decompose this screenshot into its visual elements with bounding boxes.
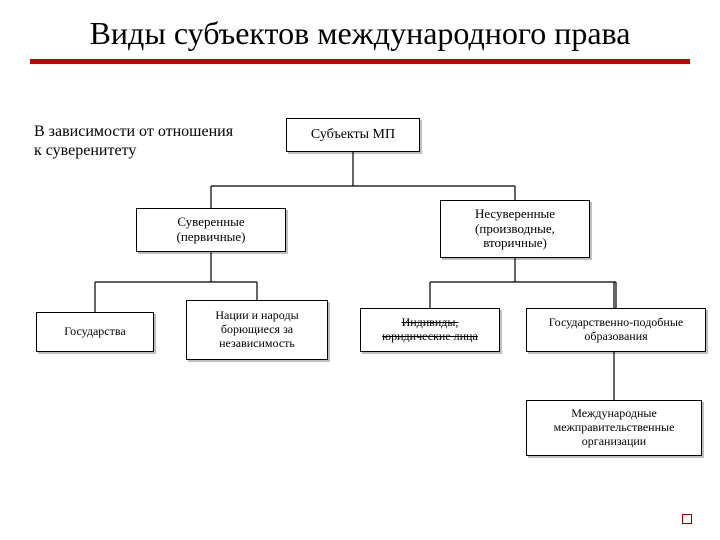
node-root: Субъекты МП — [286, 118, 420, 152]
connector-layer — [0, 0, 720, 540]
node-sovereign: Суверенные (первичные) — [136, 208, 286, 252]
node-individuals: Индивиды, юридические лица — [360, 308, 500, 352]
node-igo: Международные межправительственные орган… — [526, 400, 702, 456]
node-label: Несуверенные (производные, вторичные) — [447, 207, 583, 252]
node-nonsovereign: Несуверенные (производные, вторичные) — [440, 200, 590, 258]
node-label: Государства — [64, 325, 125, 339]
slide-footer-marker — [682, 514, 692, 524]
node-label: Нации и народы борющиеся за независимост… — [193, 309, 321, 350]
node-label: Международные межправительственные орган… — [533, 407, 695, 448]
node-label: Суверенные (первичные) — [143, 215, 279, 245]
node-label: Государственно-подобные образования — [533, 316, 699, 344]
accent-rule — [30, 59, 690, 64]
node-nations: Нации и народы борющиеся за независимост… — [186, 300, 328, 360]
node-quasi-states: Государственно-подобные образования — [526, 308, 706, 352]
subtitle-text: В зависимости от отношения к суверенитет… — [34, 122, 234, 160]
node-label: Субъекты МП — [311, 127, 395, 143]
page-title: Виды субъектов международного права — [0, 0, 720, 57]
node-states: Государства — [36, 312, 154, 352]
node-label: Индивиды, юридические лица — [367, 316, 493, 344]
